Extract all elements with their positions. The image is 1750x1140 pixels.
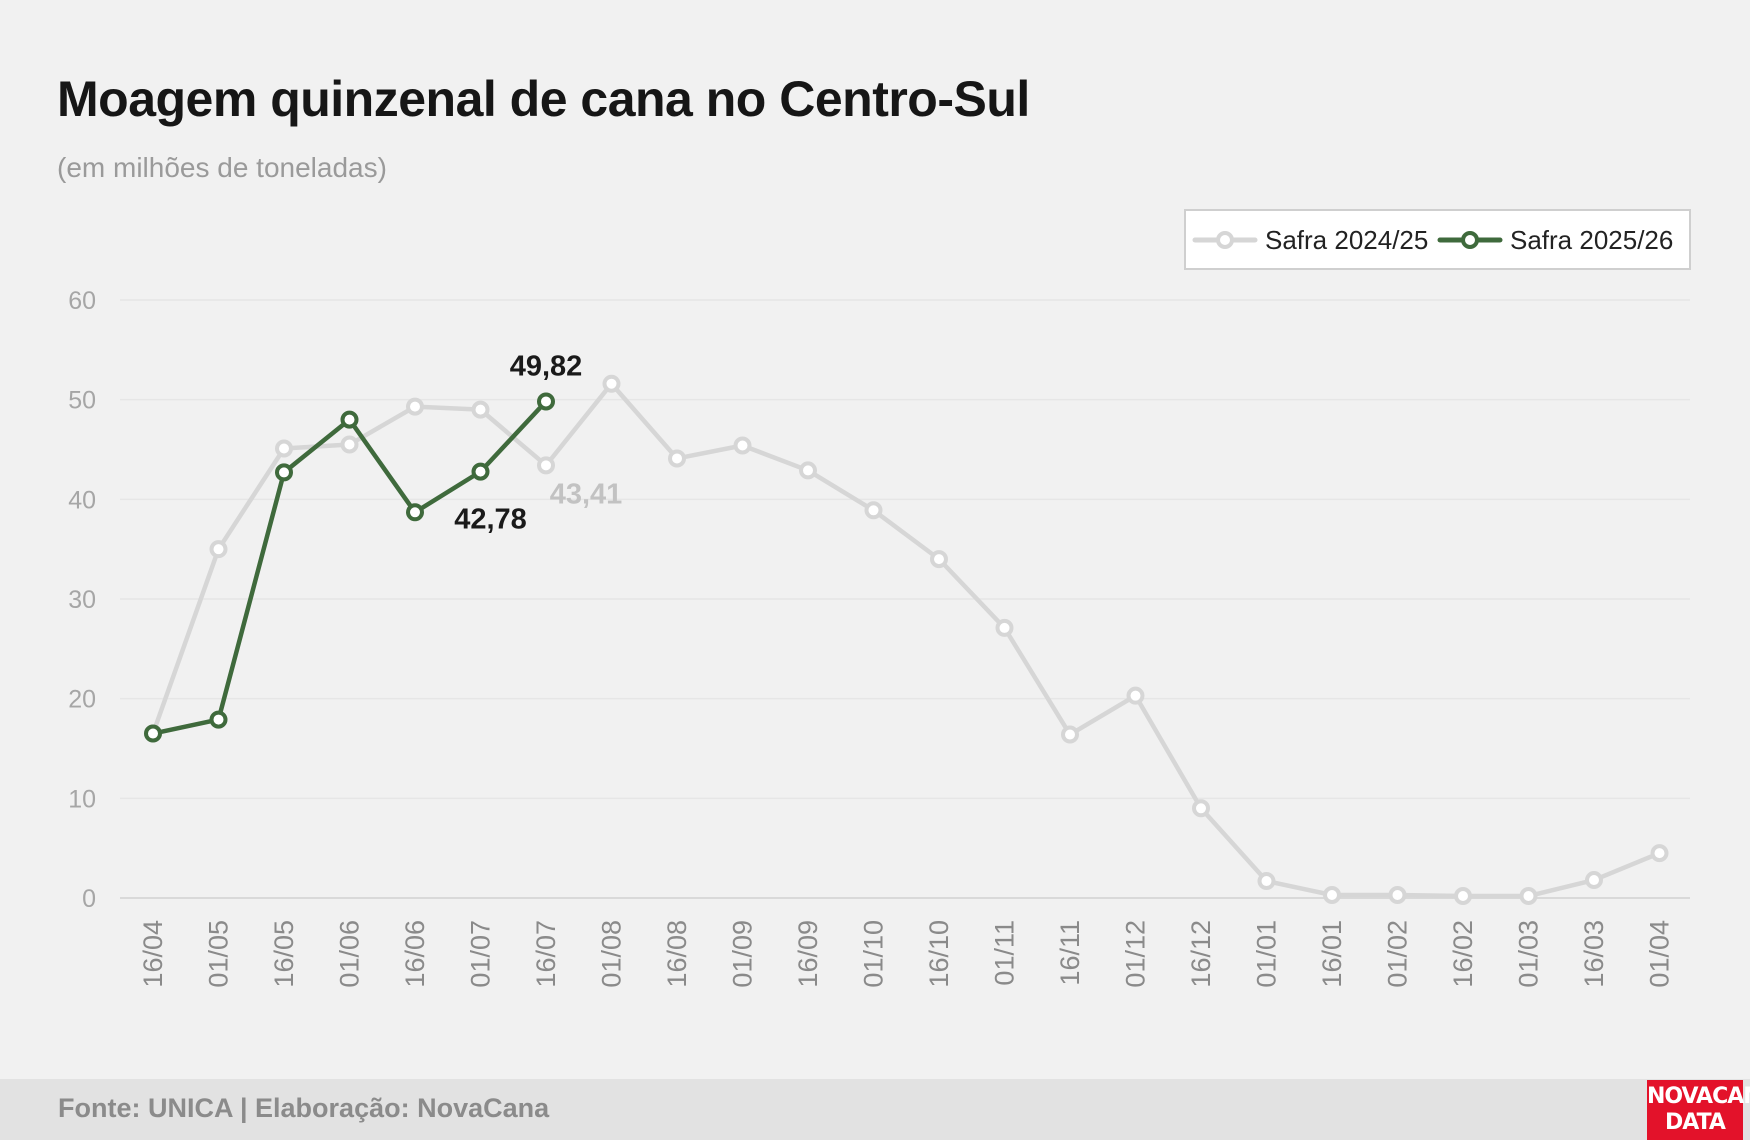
data-point <box>1257 872 1276 891</box>
series-line-2024-25 <box>150 381 1662 899</box>
data-point <box>930 550 948 569</box>
legend-marker-2024 <box>1216 231 1234 249</box>
logo-line-1: NOVACANA <box>1647 1084 1750 1109</box>
x-tick-label: 01/02 <box>1383 920 1413 988</box>
x-tick-label: 01/06 <box>335 920 365 988</box>
data-point <box>340 435 359 454</box>
data-point <box>537 392 555 411</box>
data-point <box>1454 887 1472 906</box>
x-tick-label: 16/03 <box>1579 920 1609 988</box>
x-tick-label: 16/12 <box>1186 920 1216 988</box>
footer: Fonte: UNICA | Elaboração: NovaCana <box>0 1079 1750 1140</box>
x-tick-label: 16/01 <box>1317 920 1347 988</box>
x-tick-label: 01/09 <box>728 920 758 988</box>
data-point <box>406 503 424 522</box>
x-tick-label: 16/08 <box>662 920 692 988</box>
x-tick-label: 16/04 <box>138 920 168 988</box>
novacana-data-logo: NOVACANA DATA <box>1647 1080 1750 1140</box>
legend: Safra 2024/25 Safra 2025/26 <box>1184 209 1691 270</box>
y-tick-label: 20 <box>68 686 96 714</box>
x-tick-label: 01/07 <box>466 920 496 988</box>
data-label: 49,82 <box>510 350 583 382</box>
data-point <box>144 724 162 743</box>
x-axis-ticks: 16/04 01/05 16/05 01/06 16/06 01/07 16/07 01/08… <box>138 920 1675 988</box>
x-tick-label: 16/11 <box>1055 920 1085 986</box>
grid-layer <box>120 299 1690 899</box>
data-point <box>1519 887 1538 906</box>
source-text: Fonte: UNICA | Elaboração: NovaCana <box>58 1093 550 1123</box>
x-tick-label: 16/07 <box>531 920 561 988</box>
y-tick-label: 60 <box>68 287 96 315</box>
y-axis-ticks: 0 10 20 30 40 50 60 <box>68 287 96 913</box>
line-chart: 0 10 20 30 40 50 60 16/04 01/05 16/05 01/06 16/06 0… <box>68 209 1691 988</box>
data-point <box>799 461 817 480</box>
data-point <box>471 400 490 419</box>
legend-label-2024: Safra 2024/25 <box>1265 225 1428 255</box>
x-tick-label: 01/10 <box>859 920 889 988</box>
data-point <box>275 463 293 482</box>
data-point <box>668 449 686 468</box>
legend-box <box>1184 209 1691 270</box>
data-point <box>471 462 490 481</box>
chart-subtitle: (em milhões de toneladas) <box>57 152 387 183</box>
x-tick-label: 01/05 <box>204 920 234 988</box>
data-point <box>1126 686 1145 705</box>
data-point <box>209 710 228 729</box>
chart-title: Moagem quinzenal de cana no Centro-Sul <box>57 71 1030 127</box>
y-tick-label: 50 <box>68 387 96 415</box>
y-tick-label: 40 <box>68 486 96 514</box>
x-tick-label: 01/11 <box>990 920 1020 986</box>
x-tick-label: 16/09 <box>793 920 823 988</box>
data-point <box>209 540 228 559</box>
x-tick-label: 01/01 <box>1252 920 1282 988</box>
data-point <box>275 439 293 458</box>
x-tick-label: 16/10 <box>924 920 954 988</box>
legend-marker-2025 <box>1461 231 1479 249</box>
y-tick-label: 30 <box>68 586 96 614</box>
data-point <box>995 618 1014 637</box>
data-label: 43,41 <box>550 478 623 510</box>
data-point <box>1192 799 1210 818</box>
x-tick-label: 16/06 <box>400 920 430 988</box>
series-layer <box>144 374 1669 906</box>
data-point <box>1650 844 1669 863</box>
x-tick-label: 16/05 <box>269 920 299 988</box>
legend-label-2025: Safra 2025/26 <box>1510 225 1673 255</box>
x-tick-label: 01/08 <box>597 920 627 988</box>
data-point <box>733 436 752 455</box>
x-tick-label: 01/04 <box>1645 920 1675 988</box>
logo-line-2: DATA <box>1665 1110 1726 1135</box>
data-point <box>1323 886 1341 905</box>
data-point <box>602 374 621 393</box>
data-point <box>340 410 359 429</box>
data-point <box>1585 871 1603 890</box>
data-point <box>864 501 883 520</box>
x-tick-label: 01/03 <box>1514 920 1544 988</box>
data-label: 42,78 <box>454 504 527 536</box>
annotation-layer: 49,82 42,78 43,41 <box>454 350 622 535</box>
data-point <box>1388 886 1407 905</box>
x-tick-label: 01/12 <box>1121 920 1151 988</box>
data-point <box>537 456 555 475</box>
y-tick-label: 10 <box>68 785 96 813</box>
data-point <box>1061 725 1079 744</box>
y-tick-label: 0 <box>82 885 96 913</box>
x-tick-label: 16/02 <box>1448 920 1478 988</box>
data-point <box>406 397 424 416</box>
